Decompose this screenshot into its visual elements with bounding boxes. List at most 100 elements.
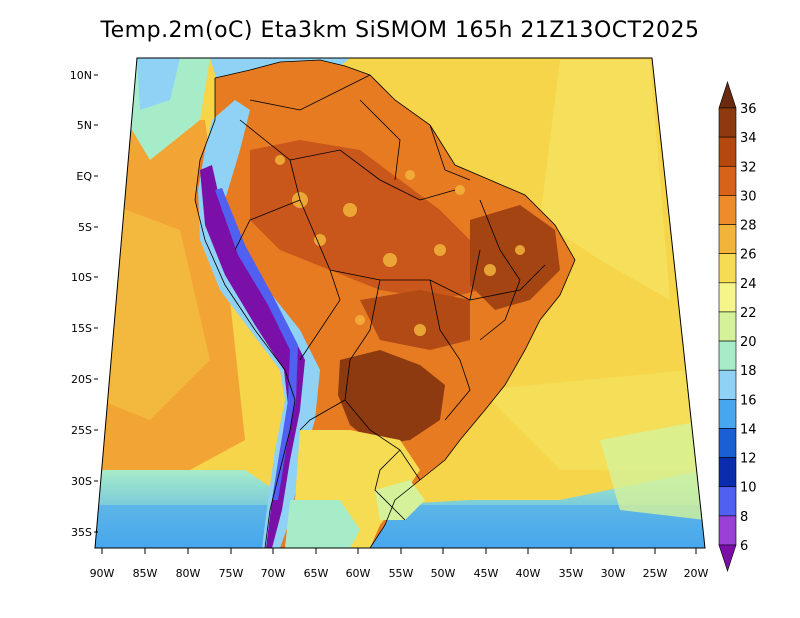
lon-label: 50W (431, 567, 456, 580)
lon-tick-50w: 50W (431, 548, 456, 580)
colorbar-label: 22 (740, 306, 757, 321)
colorbar-label: 28 (740, 219, 757, 234)
lat-label: 20S (71, 373, 92, 386)
colorbar-label: 8 (740, 510, 748, 525)
colorbar-segment (718, 136, 737, 167)
colorbar: 36 34 32 30 28 26 24 22 20 18 16 14 12 10 8 6 (718, 81, 757, 572)
lat-label: 5N (77, 119, 92, 132)
patagonia-cold (285, 500, 360, 548)
lat-label: 10S (71, 271, 92, 284)
lon-tick-45w: 45W (474, 548, 499, 580)
lat-tick-5n: 5N (77, 119, 98, 132)
lat-tick-35s: 35S (71, 526, 98, 539)
colorbar-label: 26 (740, 248, 757, 263)
lon-tick-20w: 20W (684, 548, 709, 580)
lat-tick-10s: 10S (71, 271, 98, 284)
lat-label: 25S (71, 424, 92, 437)
colorbar-label: 34 (740, 131, 757, 146)
political-borders (194, 59, 576, 548)
colorbar-segment (718, 515, 737, 546)
lat-tick-30s: 30S (71, 475, 98, 488)
colorbar-label: 24 (740, 277, 757, 292)
colorbar-label: 20 (740, 335, 757, 350)
lon-label: 90W (90, 567, 115, 580)
interior-extreme-heat (338, 350, 445, 445)
colorbar-label: 14 (740, 422, 757, 437)
lon-tick-30w: 30W (601, 548, 626, 580)
lat-label: EQ (76, 170, 92, 183)
lon-tick-35w: 35W (559, 548, 584, 580)
lon-label: 60W (346, 567, 371, 580)
lat-tick-15s: 15S (71, 322, 98, 335)
lon-label: 30W (601, 567, 626, 580)
colorbar-segment (718, 253, 737, 284)
lat-label: 35S (71, 526, 92, 539)
atlantic-south-cool (600, 420, 705, 520)
lat-tick-10n: 10N (70, 69, 98, 82)
lon-tick-40w: 40W (516, 548, 541, 580)
lat-tick-20s: 20S (71, 373, 98, 386)
colorbar-segment (718, 165, 737, 196)
colorbar-segment (718, 428, 737, 458)
map-frame (94, 57, 706, 549)
amazon-hot-zone (250, 140, 480, 300)
colorbar-segment (718, 457, 737, 488)
lat-label: 10N (70, 69, 92, 82)
southern-ocean-cold (95, 505, 705, 548)
lon-tick-80w: 80W (176, 548, 201, 580)
lon-tick-60w: 60W (346, 548, 371, 580)
colorbar-label: 10 (740, 481, 757, 496)
lat-label: 30S (71, 475, 92, 488)
lon-label: 80W (176, 567, 201, 580)
colorbar-label: 6 (740, 539, 748, 554)
map-title: Temp.2m(oC) Eta3km SiSMOM 165h 21Z13OCT2… (100, 18, 700, 43)
colorbar-label: 36 (740, 102, 757, 117)
lon-label: 85W (133, 567, 158, 580)
colorbar-label: 12 (740, 452, 757, 467)
lon-tick-25w: 25W (643, 548, 668, 580)
pacific-light-patch (100, 200, 210, 420)
lon-label: 75W (219, 567, 244, 580)
andes-freezing (200, 165, 305, 548)
colorbar-label: 18 (740, 364, 757, 379)
latitude-axis: 10N 5N EQ 5S 10S 15S 20S 25S 30S 35S (70, 69, 98, 539)
colorbar-bottom-arrow (718, 544, 737, 572)
colorbar-segment (718, 224, 737, 254)
longitude-axis: 90W 85W 80W 75W 70W 65W 60W 55W 50W 45W … (90, 548, 709, 580)
colorbar-segment (718, 107, 737, 138)
lon-tick-75w: 75W (219, 548, 244, 580)
lon-tick-70w: 70W (261, 548, 286, 580)
lon-label: 35W (559, 567, 584, 580)
lat-tick-25s: 25S (71, 424, 98, 437)
lon-tick-85w: 85W (133, 548, 158, 580)
lon-label: 20W (684, 567, 709, 580)
lon-label: 55W (389, 567, 414, 580)
lat-label: 5S (78, 221, 92, 234)
lon-tick-55w: 55W (389, 548, 414, 580)
colorbar-segment (718, 369, 737, 400)
uruguay-cool (375, 480, 425, 520)
colorbar-label: 32 (740, 160, 757, 175)
colorbar-segment (718, 311, 737, 342)
colorbar-segment (718, 399, 737, 429)
colorbar-segment (718, 195, 737, 225)
colorbar-top-arrow (718, 81, 737, 109)
pacific-cold-nw (137, 58, 180, 110)
atlantic-light-patch (540, 60, 670, 300)
lon-label: 40W (516, 567, 541, 580)
lat-tick-5s: 5S (78, 221, 98, 234)
lon-label: 65W (304, 567, 329, 580)
colorbar-segment (718, 486, 737, 517)
lon-tick-90w: 90W (90, 548, 115, 580)
colorbar-segment (718, 282, 737, 313)
central-hot-zone (360, 290, 470, 350)
lat-label: 15S (71, 322, 92, 335)
colorbar-label: 30 (740, 189, 757, 204)
lon-label: 45W (474, 567, 499, 580)
lon-label: 70W (261, 567, 286, 580)
colorbar-segment (718, 340, 737, 371)
colorbar-label: 16 (740, 393, 757, 408)
lon-label: 25W (643, 567, 668, 580)
hot-spots (275, 155, 525, 336)
